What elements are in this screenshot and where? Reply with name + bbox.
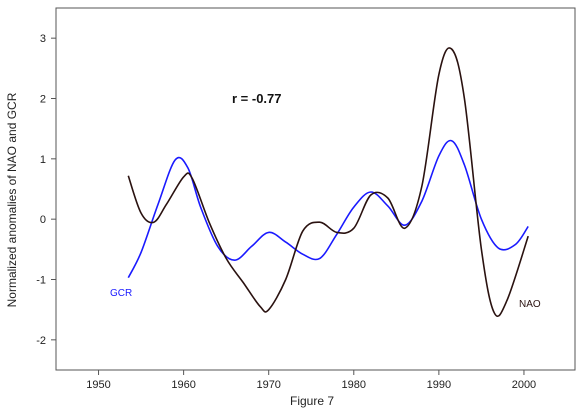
y-tick-label: 1: [40, 154, 46, 166]
x-tick-label: 1950: [86, 379, 110, 391]
plot-frame: [55, 7, 576, 371]
tick-labels: 1950 1960 1970 1980 1990 2000 -2 -1 0 1 2 3: [36, 33, 536, 391]
x-tick-label: 2000: [512, 379, 536, 391]
y-tick-label: 2: [40, 94, 46, 106]
axes: [55, 7, 576, 371]
x-tick-label: 1970: [256, 379, 280, 391]
y-tick-label: -2: [36, 335, 46, 347]
gcr-series-line: [127, 139, 529, 279]
nao-series-line: [127, 47, 529, 317]
x-tick-label: 1980: [342, 379, 366, 391]
correlation-annotation: r = -0.77: [232, 91, 282, 106]
nao-series-label: NAO: [519, 299, 541, 310]
tick-marks: [51, 37, 525, 375]
x-tick-label: 1960: [171, 379, 195, 391]
gcr-series-label: GCR: [110, 288, 132, 299]
y-axis-label: Normalized anomalies of NAO and GCR: [5, 92, 19, 307]
y-tick-label: 0: [40, 214, 46, 226]
x-axis-label: Figure 7: [290, 394, 334, 408]
x-tick-label: 1990: [427, 379, 451, 391]
series-layer: [127, 47, 529, 317]
y-tick-label: 3: [40, 33, 46, 45]
y-tick-label: -1: [36, 275, 46, 287]
